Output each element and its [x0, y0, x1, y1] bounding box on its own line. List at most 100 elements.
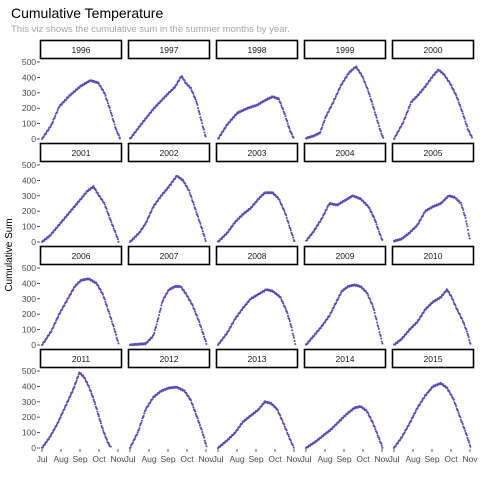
data-point	[294, 342, 297, 346]
data-point	[422, 311, 425, 314]
data-point	[457, 98, 460, 101]
data-point	[369, 95, 372, 98]
data-point	[182, 289, 185, 292]
data-point	[423, 396, 426, 399]
facet-strip-label: 2002	[160, 148, 179, 158]
x-tick-label: Nov	[286, 454, 302, 464]
series-2008	[216, 288, 297, 347]
data-point	[51, 431, 54, 434]
data-point	[289, 323, 292, 326]
x-tick-label: Sep	[424, 454, 439, 464]
data-point	[463, 323, 466, 327]
data-point	[452, 89, 455, 92]
data-point	[106, 210, 109, 213]
chart-title: Cumulative Temperature	[11, 5, 164, 21]
facet-strip-label: 2004	[336, 148, 355, 158]
data-point	[290, 441, 293, 444]
data-point	[104, 94, 107, 97]
data-point	[111, 117, 114, 120]
data-point	[315, 227, 318, 230]
data-point	[137, 428, 140, 431]
data-point	[90, 392, 93, 395]
data-point	[458, 103, 461, 107]
series-2010	[392, 288, 472, 346]
data-point	[108, 106, 111, 110]
data-point	[425, 393, 428, 396]
data-point	[376, 321, 379, 324]
data-point	[103, 201, 106, 204]
data-point	[93, 401, 96, 404]
data-point	[157, 313, 161, 317]
data-point	[376, 432, 379, 435]
data-point	[103, 203, 106, 206]
data-point	[42, 135, 45, 138]
data-point	[355, 66, 358, 69]
x-tick-label: Jul	[213, 454, 224, 464]
data-point	[202, 434, 205, 437]
x-tick-label: Jul	[125, 454, 136, 464]
data-point	[94, 403, 97, 406]
data-point	[204, 340, 207, 343]
y-tick-label: 500	[22, 57, 36, 67]
data-point	[148, 214, 151, 217]
data-point	[220, 132, 223, 135]
data-point	[187, 395, 190, 398]
data-point	[201, 122, 204, 125]
y-tick-label: 300	[22, 294, 36, 304]
data-point	[416, 406, 419, 410]
data-point	[292, 336, 296, 339]
data-point	[150, 211, 153, 214]
data-point	[328, 314, 331, 317]
data-point	[136, 433, 139, 436]
data-point	[288, 318, 291, 321]
data-point	[225, 332, 229, 335]
data-point	[450, 393, 453, 397]
data-point	[41, 343, 44, 346]
data-point	[196, 215, 200, 218]
data-point	[67, 296, 70, 299]
data-point	[466, 436, 469, 440]
data-point	[194, 310, 197, 313]
facet-strip	[215, 348, 299, 369]
data-point	[99, 195, 102, 198]
x-tick-label: Aug	[53, 454, 68, 464]
data-point	[461, 207, 464, 210]
data-point	[469, 342, 472, 345]
data-point	[374, 316, 377, 319]
data-point	[465, 434, 468, 437]
data-point	[196, 316, 199, 320]
data-point	[326, 206, 329, 209]
data-point	[462, 208, 465, 212]
data-point	[321, 216, 324, 219]
series-2014	[304, 405, 384, 450]
data-point	[115, 333, 118, 336]
facet-strip	[215, 245, 299, 266]
data-point	[280, 104, 283, 107]
data-point	[377, 436, 380, 439]
data-point	[377, 327, 380, 330]
data-point	[157, 316, 160, 320]
data-point	[194, 208, 197, 211]
facet-strip	[391, 39, 475, 60]
data-point	[106, 305, 109, 308]
data-point	[105, 438, 108, 441]
data-point	[322, 323, 325, 326]
data-point	[291, 332, 294, 335]
data-point	[467, 439, 470, 442]
data-point	[141, 122, 144, 125]
data-point	[183, 79, 186, 82]
data-point	[174, 177, 177, 180]
data-point	[52, 324, 55, 327]
data-point	[56, 226, 59, 229]
data-point	[465, 330, 468, 333]
data-point	[262, 402, 265, 405]
data-point	[461, 112, 464, 115]
data-point	[149, 401, 152, 404]
data-point	[107, 310, 111, 313]
data-point	[112, 120, 115, 123]
data-point	[106, 308, 109, 311]
data-point	[456, 309, 460, 313]
data-point	[114, 331, 117, 334]
data-point	[205, 342, 208, 346]
